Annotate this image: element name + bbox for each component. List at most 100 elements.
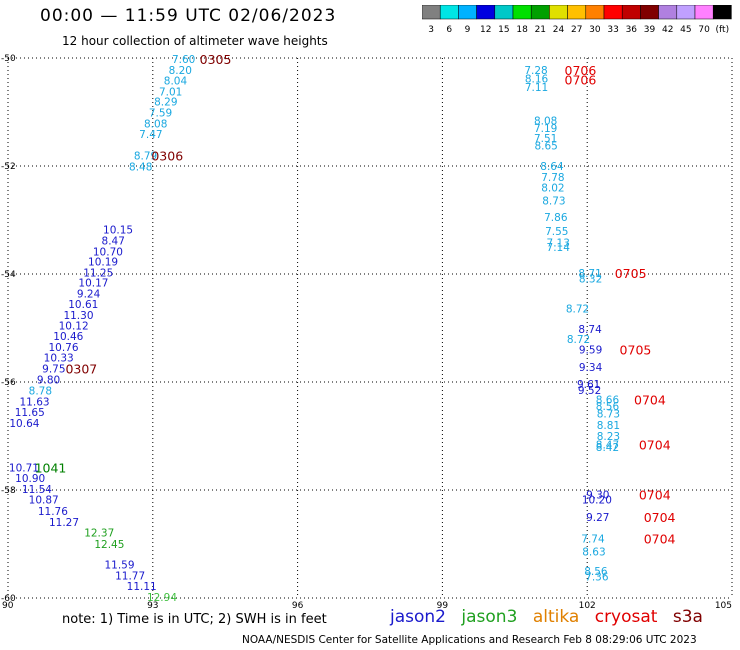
legend-s3a: s3a: [672, 607, 703, 627]
wave-height-point: 7.19: [534, 123, 557, 135]
wave-height-point: 7.01: [159, 86, 182, 98]
wave-height-point: 11.77: [115, 570, 145, 582]
wave-height-point: 7.60: [172, 54, 195, 66]
wave-height-point: 10.20: [582, 495, 612, 507]
wave-height-point: 8.72: [566, 304, 589, 316]
wave-height-point: 11.25: [83, 267, 113, 279]
wave-height-point: 11.65: [15, 407, 45, 419]
colorbar-label: 39: [644, 25, 656, 35]
track-time-label: 0704: [644, 532, 676, 547]
colorbar-label: 33: [607, 25, 618, 35]
x-tick-label: 93: [147, 601, 158, 610]
wave-height-point: 11.27: [49, 517, 79, 529]
x-tick-label: 105: [715, 601, 732, 610]
wave-height-point: 7.74: [581, 534, 605, 546]
wave-height-point: 8.08: [534, 116, 557, 128]
wave-height-point: 7.28: [524, 65, 547, 77]
wave-height-point: 7.14: [547, 242, 571, 254]
wave-height-point: 8.04: [164, 76, 188, 88]
wave-height-point: 8.81: [597, 420, 620, 432]
wave-height-point: 10.76: [48, 342, 78, 354]
wave-height-point: 12.45: [94, 539, 124, 551]
colorbar-label: (ft): [716, 25, 730, 35]
wave-height-point: 10.71: [9, 462, 39, 474]
wave-height-point: 9.27: [586, 512, 609, 524]
wave-height-point: 8.48: [129, 162, 152, 174]
wave-height-point: 8.08: [144, 118, 167, 130]
track-time-label: 0706: [565, 73, 597, 88]
wave-height-point: 11.63: [20, 396, 50, 408]
wave-height-point: 8.63: [582, 547, 605, 559]
colorbar-label: 9: [465, 25, 471, 35]
colorbar-label: 30: [589, 25, 601, 35]
legend-cryosat: cryosat: [594, 607, 658, 627]
track-time-label: 0705: [615, 266, 647, 281]
wave-height-point: 9.30: [586, 489, 609, 501]
wave-height-point: 8.42: [596, 442, 619, 454]
wave-height-point: 7.59: [149, 108, 172, 120]
wave-height-point: 8.16: [525, 74, 549, 86]
wave-height-point: 7.13: [547, 238, 570, 250]
colorbar-label: 21: [535, 25, 546, 35]
wave-height-point: 7.78: [541, 172, 564, 184]
wave-height-point: 7.36: [585, 571, 609, 583]
colorbar-label: 70: [698, 25, 710, 35]
wave-height-point: 10.17: [78, 278, 108, 290]
wave-height-point: 10.90: [15, 473, 45, 485]
wave-height-point: 10.33: [44, 353, 74, 365]
wave-height-point: 10.87: [29, 495, 59, 507]
wave-height-point: 8.66: [596, 394, 620, 406]
colorbar-label: 36: [626, 25, 638, 35]
legend-jason2: jason2: [390, 607, 446, 627]
wave-height-point: 8.73: [542, 196, 565, 208]
wave-height-point: 10.15: [103, 225, 133, 237]
wave-height-point: 12.94: [147, 592, 177, 604]
wave-height-point: 9.52: [578, 385, 601, 397]
wave-height-point: 9.34: [579, 362, 603, 374]
track-time-label: 0704: [639, 438, 671, 453]
wave-height-point: 10.12: [59, 320, 89, 332]
wave-height-point: 8.23: [597, 431, 620, 443]
units-note: note: 1) Time is in UTC; 2) SWH is in fe…: [62, 612, 327, 627]
wave-height-point: 8.56: [584, 566, 608, 578]
wave-height-point: 9.75: [42, 364, 65, 376]
wave-height-point: 8.73: [597, 408, 620, 420]
x-tick-label: 102: [579, 601, 596, 610]
colorbar-swatch: [712, 5, 732, 20]
wave-height-point: 8.02: [541, 183, 564, 195]
wave-height-point: 10.70: [93, 246, 123, 258]
track-time-label: 0706: [565, 63, 597, 78]
wave-height-point: 10.64: [9, 418, 39, 430]
wave-height-point: 8.72: [567, 334, 590, 346]
colorbar-label: 6: [446, 25, 452, 35]
wave-height-point: 8.32: [579, 273, 602, 285]
wave-height-point: 7.55: [545, 226, 568, 238]
wave-height-point: 8.47: [596, 440, 619, 452]
chart-subtitle: 12 hour collection of altimeter wave hei…: [62, 34, 328, 48]
wave-height-point: 8.56: [596, 401, 620, 413]
colorbar-label: 12: [480, 25, 491, 35]
track-time-label: 0704: [639, 487, 671, 502]
wave-height-point: 8.20: [169, 65, 192, 77]
page-title: 00:00 — 11:59 UTC 02/06/2023: [40, 6, 337, 26]
color-scale-bar: 3 6 9 12 15 18 21 24 27 30 33 36 39 42 45 70 (ft): [422, 5, 732, 35]
wave-height-point: 9.24: [77, 288, 101, 300]
wave-height-point: 10.46: [53, 331, 83, 343]
wave-height-point: 7.51: [534, 133, 557, 145]
wave-height-point: 11.59: [104, 560, 134, 572]
wave-height-point: 9.61: [577, 379, 600, 391]
x-tick-label: 90: [2, 601, 14, 610]
wave-height-point: 10.19: [88, 257, 118, 269]
track-time-label: 0705: [620, 343, 652, 358]
colorbar-label: 24: [553, 25, 565, 35]
wave-height-point: 11.30: [63, 310, 93, 322]
track-time-label: 0704: [644, 510, 676, 525]
y-tick-label: -52: [1, 162, 16, 172]
wave-height-point: 11.76: [38, 506, 68, 518]
wave-height-point: 7.11: [525, 82, 548, 94]
wave-height-point: 9.80: [37, 374, 60, 386]
colorbar-label: 45: [680, 25, 691, 35]
wave-height-point: 7.86: [544, 212, 568, 224]
wave-height-point: 8.71: [578, 268, 601, 280]
footer-credit: NOAA/NESDIS Center for Satellite Applica…: [242, 634, 697, 646]
